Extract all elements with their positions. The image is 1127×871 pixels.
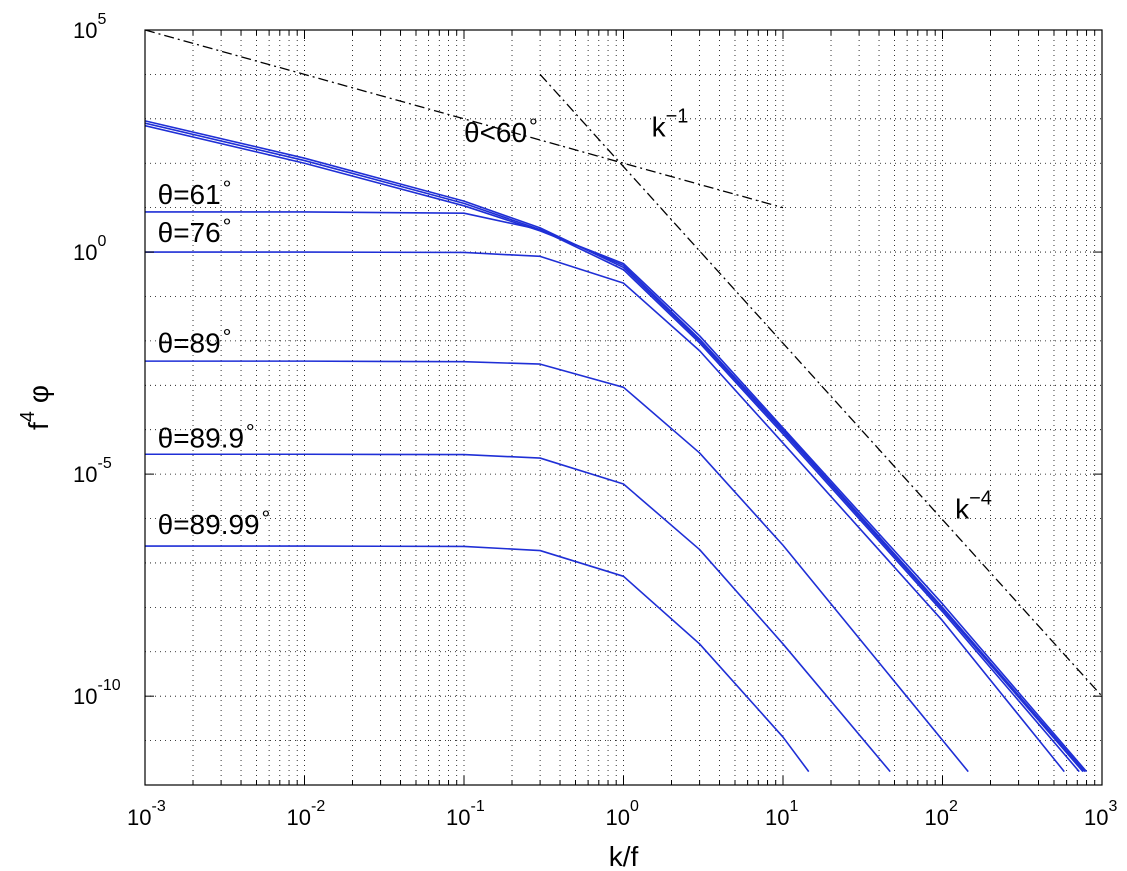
annotation-label: θ=76∘ [158, 211, 234, 248]
y-tick-label: 105 [73, 11, 106, 43]
grid [145, 30, 1102, 785]
series-line [145, 122, 1086, 773]
y-tick-label: 100 [73, 233, 106, 265]
annotation-label: θ<60∘ [464, 111, 540, 148]
series-line [145, 545, 810, 773]
x-tick-label: 101 [765, 798, 798, 830]
annotation-label: θ=89.9∘ [158, 416, 257, 453]
x-tick-label: 103 [1084, 798, 1117, 830]
annotation-label: θ=89∘ [158, 321, 234, 358]
x-axis-label: k/f [609, 841, 639, 871]
x-tick-label: 10-1 [446, 798, 485, 830]
x-tick-label: 10-3 [127, 798, 166, 830]
x-tick-label: 102 [925, 798, 958, 830]
series-line [145, 211, 1080, 773]
y-tick-label: 10-5 [73, 455, 112, 487]
series-group [145, 120, 1088, 773]
y-tick-label: 10-10 [73, 677, 121, 709]
plot-area [145, 30, 1102, 785]
annotation-label: k−4 [955, 488, 992, 525]
annotation-label: θ=89.99∘ [158, 503, 273, 540]
ticks [144, 29, 1103, 785]
series-line [145, 251, 1065, 773]
series-line [145, 453, 891, 773]
series-line [145, 124, 1088, 773]
y-axis-label: f4φ [17, 385, 54, 430]
series-line [145, 360, 969, 773]
x-tick-label: 10-2 [287, 798, 326, 830]
annotation-label: k−1 [652, 105, 689, 142]
series-line [145, 120, 1084, 773]
x-tick-label: 100 [606, 798, 639, 830]
annotation-label: θ=61∘ [158, 173, 234, 210]
